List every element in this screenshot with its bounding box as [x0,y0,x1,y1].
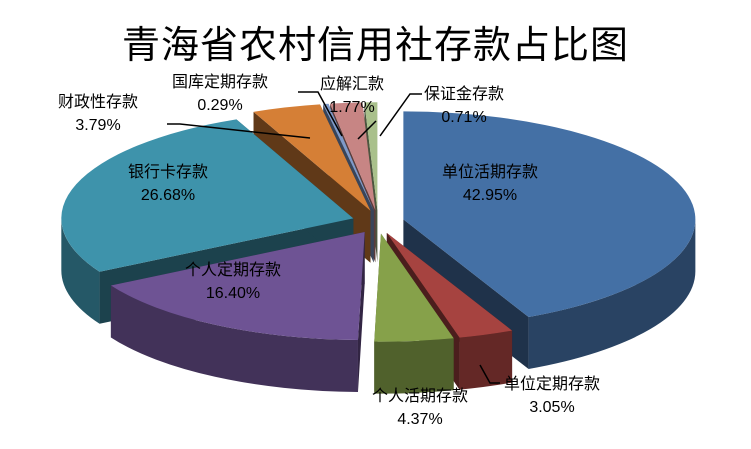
data-label-baozhengjin: 保证金存款 0.71% [424,82,504,130]
leader-line-baozhengjin [379,93,422,137]
label-name: 个人活期存款 [372,386,469,405]
pie-slice [374,233,454,394]
label-percent: 0.29% [197,97,243,114]
label-percent: 26.68% [140,187,196,204]
data-label-danwei-huoqi: 单位活期存款 42.95% [442,160,538,208]
label-name: 个人定期存款 [185,260,282,279]
label-name: 单位定期存款 [504,374,601,393]
data-label-yingjie: 应解汇款 1.77% [320,72,384,120]
pie-slices [61,102,696,394]
data-label-yinhangka: 银行卡存款 26.68% [128,160,208,208]
data-label-guoku: 国库定期存款 0.29% [172,70,268,118]
label-name: 单位活期存款 [442,162,539,181]
label-name: 国库定期存款 [172,72,269,91]
leader-line-guoku [298,91,343,137]
data-label-geren-dingqi: 个人定期存款 16.40% [185,258,281,306]
label-percent: 3.79% [75,117,121,134]
pie-slice [110,232,365,393]
chart-title: 青海省农村信用社存款占比图 [121,23,629,67]
leader-line-danwei-dingqi [479,364,500,384]
label-percent: 16.40% [205,285,261,302]
leader-line-yingjie [357,120,377,140]
label-percent: 4.37% [397,411,443,428]
label-name: 银行卡存款 [128,162,209,181]
label-percent: 42.95% [462,187,518,204]
leader-lines [167,91,500,384]
label-percent: 0.71% [441,109,487,126]
label-name: 应解汇款 [320,74,385,93]
data-label-danwei-dingqi: 单位定期存款 3.05% [504,372,600,420]
label-percent: 3.05% [529,399,575,416]
label-name: 保证金存款 [424,84,505,103]
label-percent: 1.77% [329,99,375,116]
leader-line-caizheng [167,123,311,139]
data-label-geren-huoqi: 个人活期存款 4.37% [372,384,468,432]
data-label-caizheng: 财政性存款 3.79% [58,90,138,138]
label-name: 财政性存款 [58,92,139,111]
